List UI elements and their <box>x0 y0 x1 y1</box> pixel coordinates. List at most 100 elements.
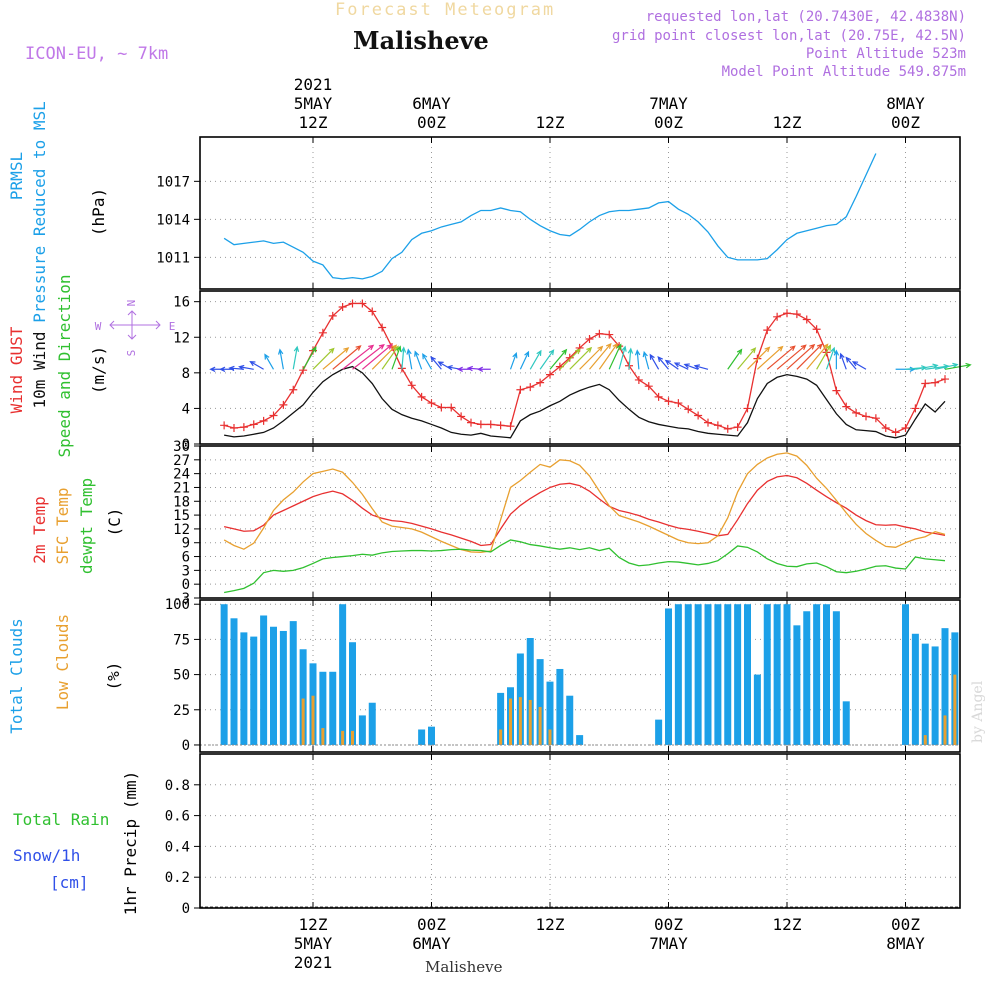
label-pressure-desc: Pressure Reduced to MSL <box>30 101 49 323</box>
low-cloud-bar <box>528 699 532 745</box>
time-label-top: 00Z <box>654 113 683 132</box>
total-cloud-bar <box>299 649 307 745</box>
compass-s: S <box>125 350 138 357</box>
total-cloud-bar <box>773 604 781 745</box>
y-tick-label: 8 <box>182 366 190 382</box>
total-cloud-bar <box>674 604 682 745</box>
label-snow: Snow/1h <box>13 846 80 865</box>
wind-arrow <box>361 343 393 370</box>
gust-marker <box>220 421 229 430</box>
y-tick-label: 100 <box>165 597 190 613</box>
model-label: ICON-EU, ~ 7km <box>25 44 169 64</box>
product-title: Forecast Meteogram <box>335 0 556 20</box>
y-tick-label: 1011 <box>156 250 190 266</box>
panel-frame <box>199 290 961 445</box>
time-label-bottom: 12Z <box>299 915 328 934</box>
total-cloud-bar <box>655 719 663 745</box>
wind-arrow <box>589 342 612 370</box>
total-cloud-bar <box>279 630 287 745</box>
gust-marker <box>704 418 712 427</box>
wind-arrow <box>476 366 491 372</box>
gust-marker <box>911 404 920 413</box>
low-cloud-bar <box>953 674 957 745</box>
gust-marker <box>486 420 495 429</box>
low-cloud-bar <box>321 728 325 745</box>
y-tick-label: 0.4 <box>165 839 190 855</box>
wind-arrow <box>618 345 627 370</box>
time-label-top: 12Z <box>299 113 328 132</box>
gust-marker <box>862 412 870 421</box>
wind-arrow <box>825 346 836 370</box>
total-cloud-bar <box>665 608 672 745</box>
gust-marker <box>694 411 703 420</box>
gust-marker <box>259 416 268 425</box>
gust-marker <box>289 385 298 394</box>
panel-frame <box>199 599 961 753</box>
total-cloud-bar <box>744 604 751 745</box>
total-cloud-bar <box>793 625 801 745</box>
y-tick-label: 12 <box>173 330 190 346</box>
gust-marker <box>230 423 238 432</box>
y-tick-label: 27 <box>173 453 190 469</box>
y-tick-label: 24 <box>173 467 190 483</box>
model-altitude: Model Point Altitude 549.875m <box>721 64 966 80</box>
gust-marker <box>931 378 940 387</box>
total-cloud-bar <box>813 604 821 745</box>
label-low-clouds: Low Clouds <box>53 614 72 710</box>
time-label-bottom: 12Z <box>536 915 565 934</box>
gust-marker <box>802 315 811 324</box>
wind-arrow <box>796 343 823 370</box>
total-cloud-bar <box>368 702 376 745</box>
wind-arrow <box>693 364 709 370</box>
total-cloud-bar <box>339 604 347 745</box>
dewpoint-line <box>224 539 946 594</box>
gust-marker <box>664 397 673 406</box>
wind-arrow <box>559 348 581 370</box>
total-cloud-bar <box>714 604 722 745</box>
total-cloud-bar <box>358 715 366 745</box>
time-label-bottom: 00Z <box>417 915 446 934</box>
wind-arrow <box>737 347 757 370</box>
total-cloud-bar <box>526 638 534 745</box>
low-cloud-bar <box>518 697 522 745</box>
total-cloud-bar <box>704 604 712 745</box>
wind-arrow <box>579 345 604 370</box>
gust-marker <box>536 378 545 387</box>
wind-arrow <box>627 347 634 370</box>
time-label-top: 5MAY <box>294 94 333 113</box>
wind-arrow <box>944 362 972 370</box>
gust-marker <box>565 353 574 362</box>
time-label-bottom: 00Z <box>891 915 920 934</box>
time-label-top: 7MAY <box>649 94 688 113</box>
label-precip-unit: 1hr Precip (mm) <box>121 771 140 916</box>
pressure-line <box>223 153 877 280</box>
wind-arrow <box>845 356 857 370</box>
gust-marker <box>763 326 772 335</box>
low-cloud-bar <box>538 706 542 745</box>
wind-arrow <box>302 346 317 370</box>
low-cloud-bar <box>499 729 503 745</box>
label-total-clouds: Total Clouds <box>7 618 26 734</box>
gust-marker <box>733 423 742 432</box>
gust-marker <box>279 400 288 409</box>
gust-marker <box>358 299 367 308</box>
label-10m-wind: 10m Wind <box>30 331 49 408</box>
y-tick-label: 0 <box>182 577 190 593</box>
y-tick-label: 0 <box>182 738 190 754</box>
low-cloud-bar <box>301 698 305 745</box>
wind-arrow <box>342 344 375 370</box>
wind-arrow <box>352 343 385 370</box>
y-tick-label: 4 <box>182 401 190 417</box>
footer-location: Malisheve <box>425 958 503 976</box>
total-cloud-bar <box>536 659 544 745</box>
gust-marker <box>713 421 722 430</box>
y-tick-label: 15 <box>173 508 190 524</box>
gust-marker <box>338 303 347 312</box>
low-cloud-bar <box>548 729 552 745</box>
temp-2m-line <box>223 474 946 547</box>
total-cloud-bar <box>832 611 840 745</box>
wind-arrow <box>322 347 350 370</box>
wind-arrow <box>430 356 442 370</box>
wind-arrow <box>264 353 275 370</box>
